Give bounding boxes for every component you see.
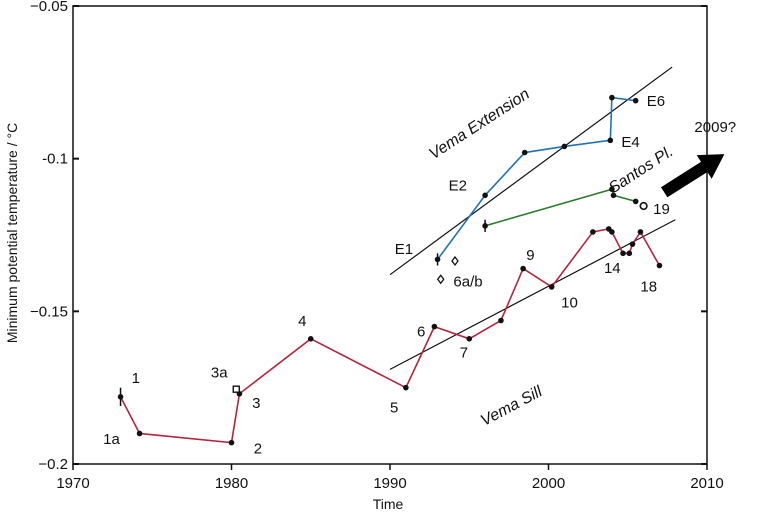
vema-sill-point (136, 430, 143, 437)
vema-sill-point (629, 241, 636, 247)
open-circle-marker (639, 201, 648, 211)
forecast-arrow-group: 2009? (661, 119, 736, 198)
point-label: E4 (621, 134, 639, 151)
point-label: 10 (561, 295, 578, 312)
vema-sill-point (403, 384, 409, 391)
trend-line (389, 219, 676, 370)
y-axis: −0.05 -0.1 −0.15 −0.2 (30, 0, 707, 473)
vema-sill-point (498, 317, 504, 324)
point-label: 7 (460, 345, 468, 362)
vema-sill-point (228, 439, 235, 446)
y-tick-label: −0.15 (30, 303, 68, 320)
y-axis-title: Minimum potential temperature / °C (4, 123, 20, 343)
open-square-marker (232, 385, 240, 393)
x-axis: 1970 1980 1990 2000 2010 (56, 464, 724, 492)
vema-sill-point (520, 265, 526, 272)
data-series (117, 94, 663, 446)
y-tick-label: −0.2 (38, 456, 68, 473)
x-axis-title: Time (373, 496, 404, 512)
vema-sill-point (307, 336, 314, 342)
point-label: 1a (103, 431, 120, 448)
forecast-arrow (661, 154, 725, 198)
point-label: 3 (252, 395, 260, 412)
point-label: 19 (653, 201, 670, 218)
point-label: 6 (417, 323, 425, 340)
x-tick-label: 1980 (215, 475, 248, 492)
y-tick-label: -0.1 (42, 151, 68, 168)
point-label: E6 (647, 93, 665, 110)
vema-sill-point (609, 229, 615, 235)
x-tick-label: 1970 (56, 475, 89, 492)
open-diamond-marker (436, 274, 445, 285)
santos-pl-point (632, 198, 639, 205)
vema-sill-point (656, 262, 663, 269)
point-label: E1 (395, 241, 413, 258)
y-tick-label: −0.05 (30, 0, 68, 15)
point-label: 6a/b (453, 273, 482, 290)
plot-frame (72, 5, 708, 465)
vema-extension-point (482, 192, 488, 199)
point-labels: 1 1a 2 3a 3 4 5 6 7 9 10 14 18 19 6a/b E1 E2 E4 E6 (103, 93, 670, 457)
vema-sill-point (620, 250, 626, 257)
vema-sill-point (626, 250, 633, 257)
point-label: 9 (526, 247, 534, 264)
vema-extension-point (609, 94, 615, 101)
trend-line (389, 66, 673, 276)
point-label: 14 (604, 260, 621, 277)
vema-extension-point (561, 143, 568, 150)
vema-sill-point (466, 336, 473, 342)
vema-sill-point (548, 284, 555, 290)
point-label: 18 (640, 278, 657, 295)
vema-extension-point (607, 137, 614, 144)
point-label: 1 (132, 370, 140, 387)
open-markers (232, 201, 648, 393)
point-label: 4 (298, 313, 306, 330)
x-tick-label: 2000 (532, 475, 565, 492)
santos-pl-line (484, 188, 636, 227)
point-label: E2 (449, 178, 467, 195)
x-tick-label: 1990 (373, 475, 406, 492)
region-label: Vema Sill (478, 383, 546, 430)
vema-extension-point (632, 97, 639, 104)
vema-extension-point (521, 149, 528, 156)
santos-pl-point (609, 186, 615, 192)
trend-lines (389, 66, 676, 370)
santos-pl-point (610, 192, 617, 199)
point-label: 3a (211, 365, 228, 382)
open-diamond-marker (451, 255, 459, 267)
point-label: 5 (390, 400, 398, 417)
region-label: Vema Extension (426, 86, 533, 163)
point-label: 2 (254, 440, 262, 457)
x-tick-label: 2010 (690, 475, 723, 492)
vema-sill-point (590, 229, 596, 235)
vema-sill-point (637, 229, 644, 235)
vema-sill-point (431, 323, 438, 330)
forecast-arrow-label: 2009? (694, 119, 736, 136)
